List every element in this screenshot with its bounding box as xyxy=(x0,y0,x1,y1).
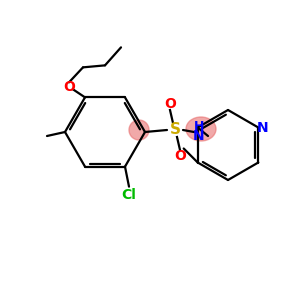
Text: N: N xyxy=(193,129,205,143)
Text: O: O xyxy=(63,80,75,94)
Ellipse shape xyxy=(186,117,216,141)
Text: O: O xyxy=(164,97,176,111)
Text: H: H xyxy=(194,119,204,133)
Text: Cl: Cl xyxy=(122,188,136,202)
Text: S: S xyxy=(169,122,181,137)
Text: N: N xyxy=(256,121,268,134)
Ellipse shape xyxy=(129,120,149,140)
Text: O: O xyxy=(174,149,186,163)
